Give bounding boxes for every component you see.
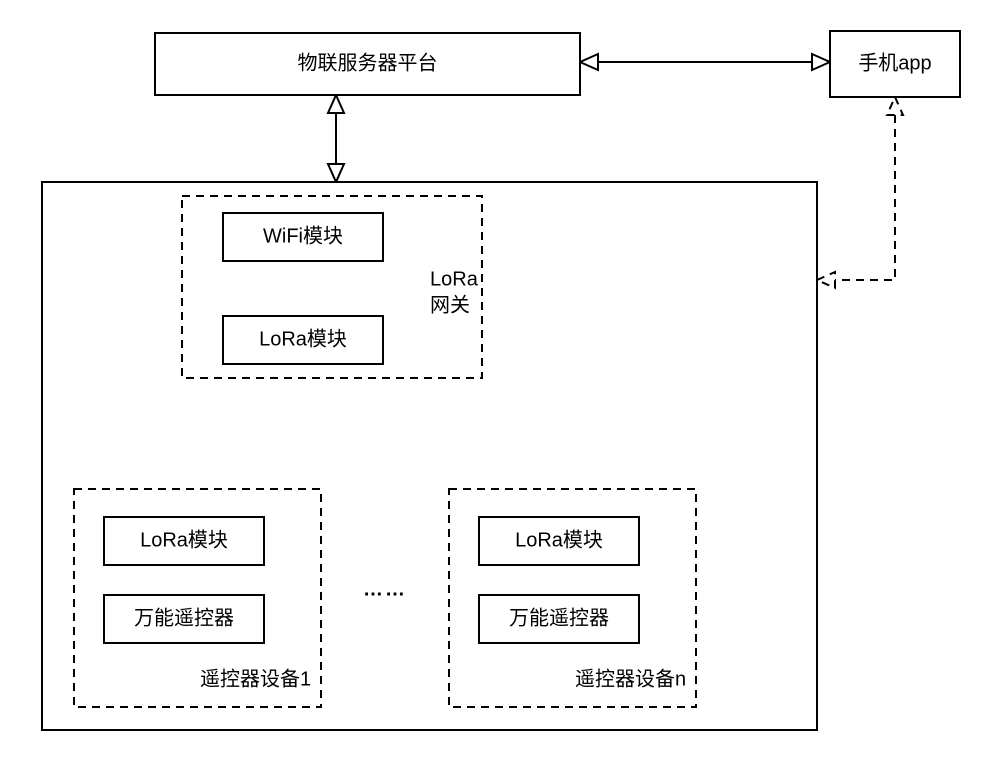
phone-to-outer: [817, 97, 903, 288]
box-remoten: 万能遥控器: [479, 595, 639, 643]
diagram-canvas: 物联服务器平台手机appWiFi模块LoRa模块LoRa模块万能遥控器LoRa模…: [0, 0, 1000, 773]
label-gateway_label_l1: LoRa: [430, 268, 479, 290]
label-gateway_label_l2: 网关: [430, 293, 470, 316]
box-wifi: WiFi模块: [223, 213, 383, 261]
box-phone: 手机app: [830, 31, 960, 97]
server-to-phone: [580, 54, 830, 70]
label-dots: ……: [363, 578, 407, 600]
box-wifi-label: WiFi模块: [263, 224, 343, 247]
server-to-outer: [328, 95, 344, 182]
box-remoten-label: 万能遥控器: [509, 606, 609, 629]
label-devicen_label: 遥控器设备n: [575, 667, 686, 690]
box-lora_gw-label: LoRa模块: [259, 327, 347, 350]
box-lora1: LoRa模块: [104, 517, 264, 565]
box-server: 物联服务器平台: [155, 33, 580, 95]
box-loran-label: LoRa模块: [515, 528, 603, 551]
box-lora_gw: LoRa模块: [223, 316, 383, 364]
box-remote1: 万能遥控器: [104, 595, 264, 643]
box-outer: [42, 182, 817, 730]
box-phone-label: 手机app: [858, 51, 931, 74]
box-remote1-label: 万能遥控器: [134, 606, 234, 629]
box-lora1-label: LoRa模块: [140, 528, 228, 551]
box-loran: LoRa模块: [479, 517, 639, 565]
box-server-label: 物联服务器平台: [298, 51, 438, 74]
label-device1_label: 遥控器设备1: [200, 667, 311, 690]
